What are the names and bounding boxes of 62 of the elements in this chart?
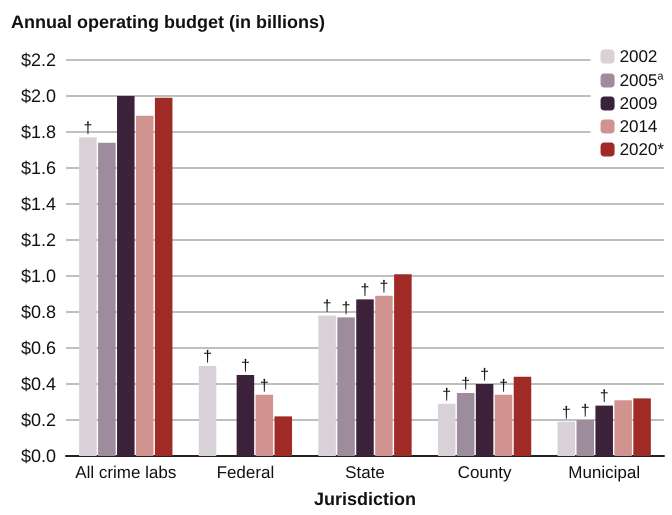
bar	[375, 296, 393, 456]
data-label: †	[461, 376, 470, 392]
bar	[98, 142, 116, 456]
bar	[476, 384, 494, 456]
data-label: †	[240, 358, 250, 374]
legend-label: 2009	[620, 94, 658, 113]
bar	[394, 274, 412, 456]
legend-label: 2020*	[620, 140, 664, 159]
data-label: †	[322, 298, 332, 316]
y-tick-label: $1.4	[20, 194, 56, 214]
bar	[633, 398, 651, 456]
data-label: †	[83, 120, 92, 137]
bar	[456, 393, 474, 456]
data-label: †	[203, 348, 212, 366]
y-tick-label: $0.6	[20, 338, 56, 358]
bar	[236, 375, 254, 456]
y-tick-label: $0.2	[20, 410, 56, 430]
data-label: †	[442, 386, 452, 404]
bar	[356, 299, 374, 456]
bar	[514, 376, 532, 456]
y-tick-label: $1.0	[20, 266, 56, 286]
x-tick-label: State	[345, 463, 385, 482]
bar	[117, 96, 135, 456]
legend-label: 2014	[620, 117, 658, 136]
bar	[198, 366, 216, 456]
chart-title: Annual operating budget (in billions)	[11, 12, 325, 32]
x-tick-label: Municipal	[568, 463, 640, 482]
y-tick-label: $2.0	[20, 86, 56, 106]
bar	[154, 98, 172, 456]
y-tick-label: $0.4	[20, 374, 56, 394]
y-tick-label: $1.2	[20, 230, 56, 250]
data-label: †	[562, 404, 571, 422]
bar	[558, 422, 576, 456]
bar	[256, 394, 274, 456]
x-tick-label: County	[458, 463, 512, 482]
data-label: †	[600, 388, 609, 406]
bar	[494, 394, 512, 456]
y-tick-label: $2.2	[20, 50, 56, 70]
data-label: †	[360, 282, 370, 299]
bar	[79, 137, 97, 456]
data-label: †	[260, 377, 269, 394]
data-label: †	[499, 377, 508, 394]
y-tick-label: $1.8	[20, 122, 56, 142]
y-tick-label: $0.0	[20, 446, 56, 466]
data-label: †	[480, 366, 490, 384]
x-tick-label: Federal	[216, 463, 274, 482]
y-tick-label: $1.6	[20, 158, 56, 178]
data-label: †	[580, 402, 590, 420]
data-label: †	[379, 278, 388, 296]
bar	[438, 404, 456, 456]
bar	[318, 316, 336, 456]
bar	[136, 116, 154, 456]
bar	[595, 406, 613, 456]
x-axis-title: Jurisdiction	[314, 489, 416, 509]
bar	[274, 416, 292, 456]
data-label: †	[342, 300, 351, 317]
y-tick-label: $0.8	[20, 302, 56, 322]
bar	[614, 400, 632, 456]
bar	[576, 420, 594, 456]
legend-label: 2002	[620, 47, 658, 66]
bar	[337, 317, 355, 456]
x-tick-label: All crime labs	[75, 463, 176, 482]
